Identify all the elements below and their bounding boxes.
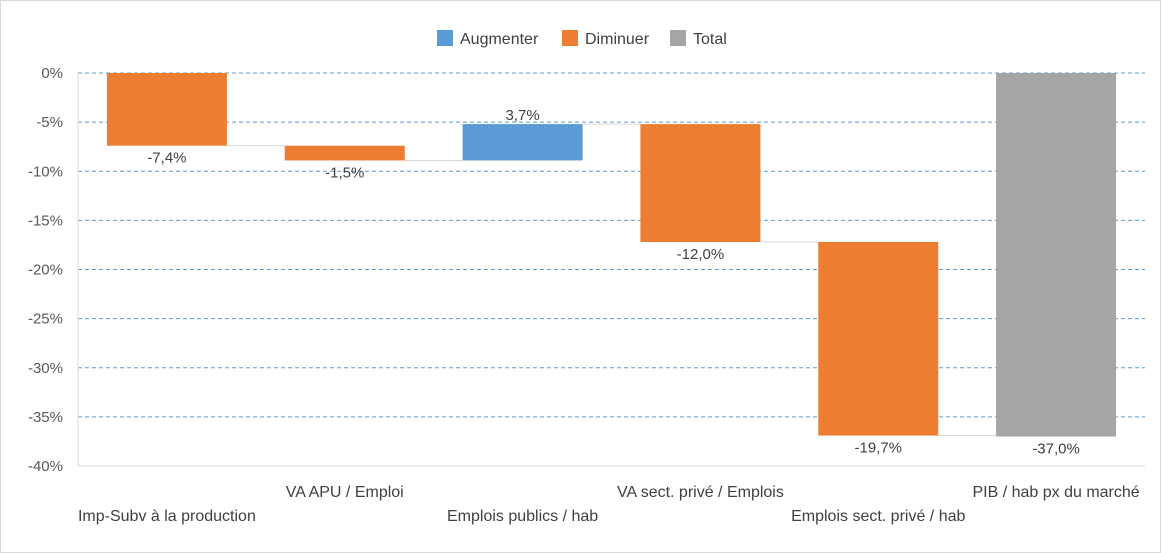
y-tick-label: -35%	[28, 409, 63, 426]
legend: Augmenter Diminuer Total	[437, 30, 727, 48]
y-tick-label: -40%	[28, 458, 63, 475]
y-tick-label: -15%	[28, 212, 63, 229]
connector-lines	[226, 123, 997, 437]
category-label: Imp-Subv à la production	[78, 508, 256, 525]
bar-decrease	[640, 124, 761, 242]
bar-decrease	[106, 73, 227, 146]
data-label: -1,5%	[325, 164, 364, 181]
y-axis: 0% -5% -10% -15% -20% -25% -30% -35% -40%	[28, 65, 1145, 475]
bar-total	[996, 73, 1117, 437]
bar-increase	[462, 124, 583, 161]
data-label: -37,0%	[1032, 441, 1080, 458]
legend-label-diminuer: Diminuer	[585, 31, 650, 48]
data-label: 3,7%	[505, 107, 539, 124]
bar-decrease	[818, 241, 939, 436]
legend-swatch-diminuer	[562, 30, 578, 46]
y-tick-label: -10%	[28, 163, 63, 180]
category-label: VA APU / Emploi	[286, 484, 404, 501]
y-tick-label: -25%	[28, 311, 63, 328]
legend-label-augmenter: Augmenter	[460, 31, 539, 48]
legend-swatch-augmenter	[437, 30, 453, 46]
bar-decrease	[284, 145, 405, 161]
data-label: -7,4%	[147, 150, 186, 167]
y-tick-label: 0%	[41, 65, 63, 82]
x-axis: Imp-Subv à la production VA APU / Emploi E…	[78, 484, 1140, 525]
data-label: -19,7%	[854, 440, 902, 457]
category-label: Emplois publics / hab	[447, 508, 598, 525]
legend-swatch-total	[670, 30, 686, 46]
legend-label-total: Total	[693, 31, 727, 48]
data-label: -12,0%	[677, 246, 725, 263]
y-tick-label: -20%	[28, 262, 63, 279]
data-labels: -7,4% -1,5% 3,7% -12,0% -19,7% -37,0%	[147, 107, 1080, 457]
y-tick-label: -30%	[28, 360, 63, 377]
category-label: Emplois sect. privé / hab	[791, 508, 965, 525]
bars	[106, 73, 1117, 437]
category-label: PIB / hab px du marché	[972, 484, 1139, 501]
gridlines	[78, 72, 1145, 418]
y-tick-label: -5%	[36, 114, 63, 131]
category-label: VA sect. privé / Emplois	[617, 484, 784, 501]
